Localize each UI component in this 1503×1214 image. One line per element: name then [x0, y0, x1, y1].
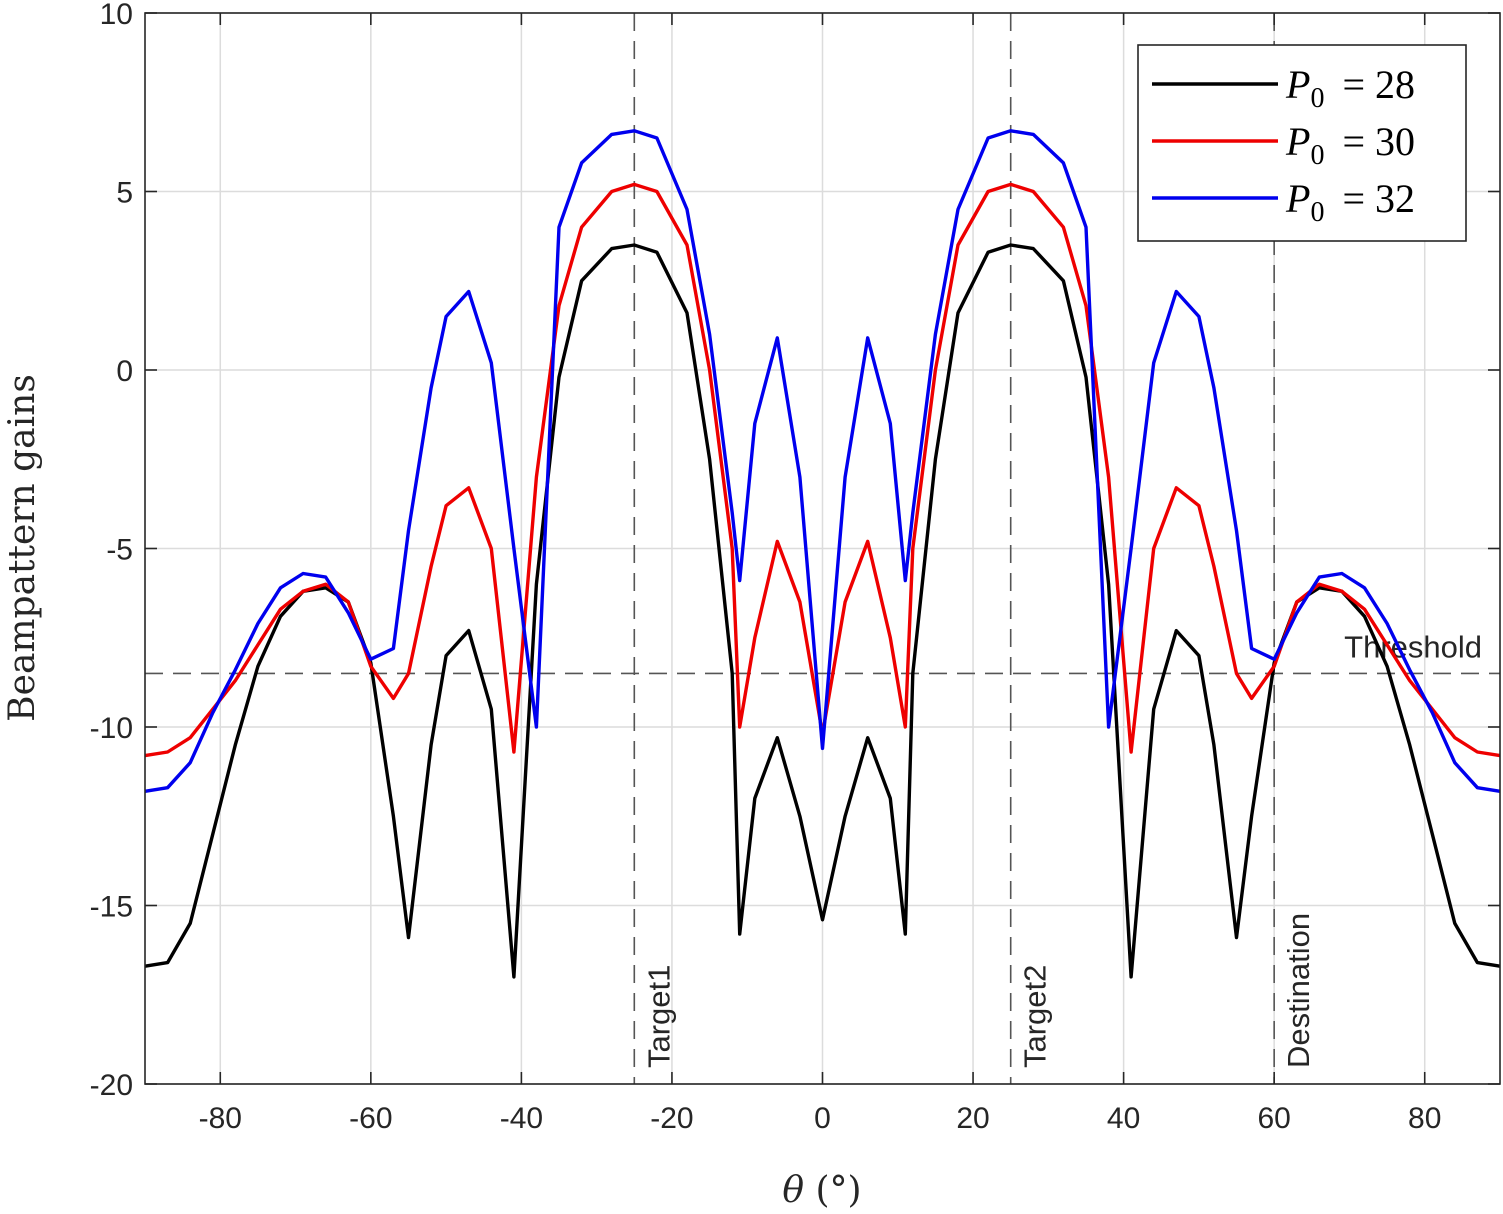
series-lines: [144, 129, 1501, 979]
destination-label: Destination: [1281, 913, 1316, 1068]
y-tick-label: 5: [116, 177, 133, 210]
y-tick-label: -10: [90, 712, 133, 745]
y-tick-label: -20: [90, 1069, 133, 1102]
legend-entry-label: P0 = 28: [1285, 62, 1415, 114]
y-tick-label: -15: [90, 891, 133, 924]
y-tick-label: 0: [116, 355, 133, 388]
threshold-label: Threshold: [1344, 629, 1482, 664]
x-tick-label: 40: [1107, 1102, 1140, 1135]
x-tick-label: -60: [349, 1102, 392, 1135]
series-line-1: [144, 243, 1501, 979]
legend-box: [1137, 44, 1467, 242]
y-axis-title: Beampattern gains: [2, 374, 43, 722]
x-tick-label: -40: [500, 1102, 543, 1135]
y-tick-label: 10: [100, 0, 133, 31]
x-axis-title: θ (°): [782, 1170, 861, 1211]
x-tick-label: 60: [1257, 1102, 1290, 1135]
x-tick-label: 80: [1408, 1102, 1441, 1135]
x-tick-label: 0: [814, 1102, 831, 1135]
target1-label: Target1: [641, 965, 676, 1068]
x-tick-label: -20: [650, 1102, 693, 1135]
x-tick-label: 20: [956, 1102, 989, 1135]
y-tick-label: -5: [106, 534, 133, 567]
series-line-3: [144, 129, 1501, 793]
target2-label: Target2: [1018, 965, 1053, 1068]
x-tick-label: -80: [199, 1102, 242, 1135]
axis-ticks: -80 -60 -40 -20 0 20 40 60 80 -20 -15 -10 -5 0 5 10: [90, 0, 1500, 1135]
legend-entry-label: P0 = 30: [1285, 119, 1415, 171]
legend-entry-label: P0 = 32: [1285, 176, 1415, 228]
